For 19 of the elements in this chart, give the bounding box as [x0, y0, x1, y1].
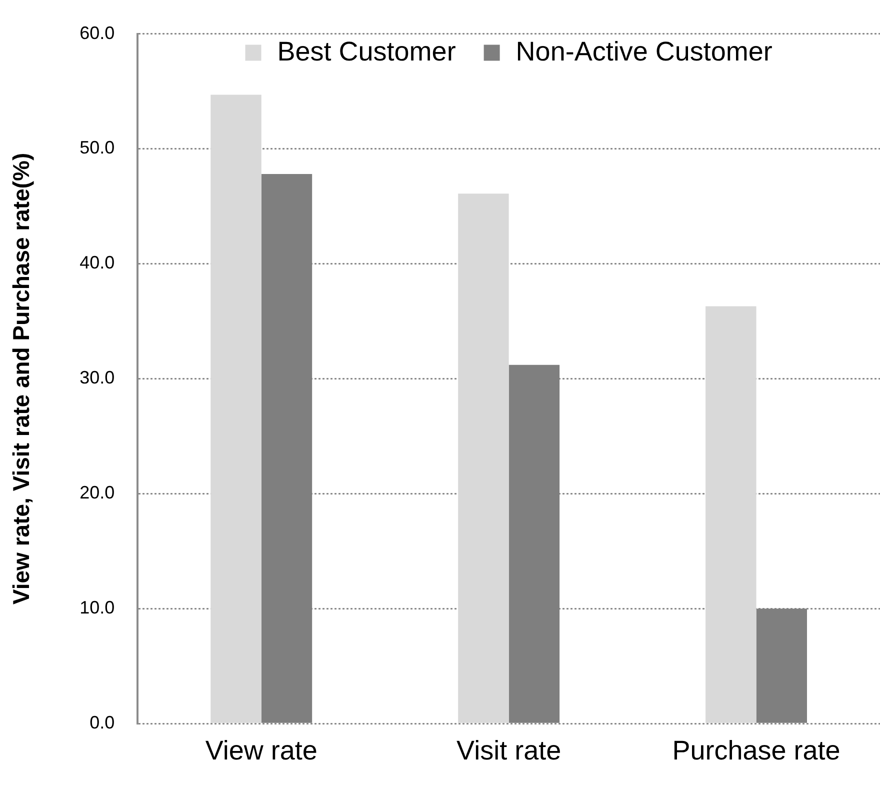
legend-label: Non-Active Customer: [516, 36, 772, 66]
bar: [508, 364, 560, 723]
y-tick-label: 50.0: [80, 138, 115, 158]
y-axis-title: View rate, Visit rate and Purchase rate(%): [8, 152, 34, 605]
bar: [706, 306, 756, 723]
bar: [458, 194, 509, 723]
y-tick-label: 0.0: [90, 712, 115, 733]
bar: [261, 174, 312, 723]
y-tick-label: 30.0: [80, 368, 115, 388]
bar: [210, 94, 262, 723]
y-tick-label: 40.0: [80, 252, 115, 273]
y-tick-label: 20.0: [80, 482, 115, 503]
x-tick-label: Visit rate: [456, 735, 562, 766]
x-tick-label: Purchase rate: [672, 735, 840, 766]
y-tick-label: 60.0: [80, 22, 115, 43]
bar: [756, 608, 807, 723]
y-tick-label: 10.0: [80, 598, 115, 618]
legend-label: Best Customer: [277, 36, 456, 66]
x-tick-label: View rate: [205, 735, 318, 766]
